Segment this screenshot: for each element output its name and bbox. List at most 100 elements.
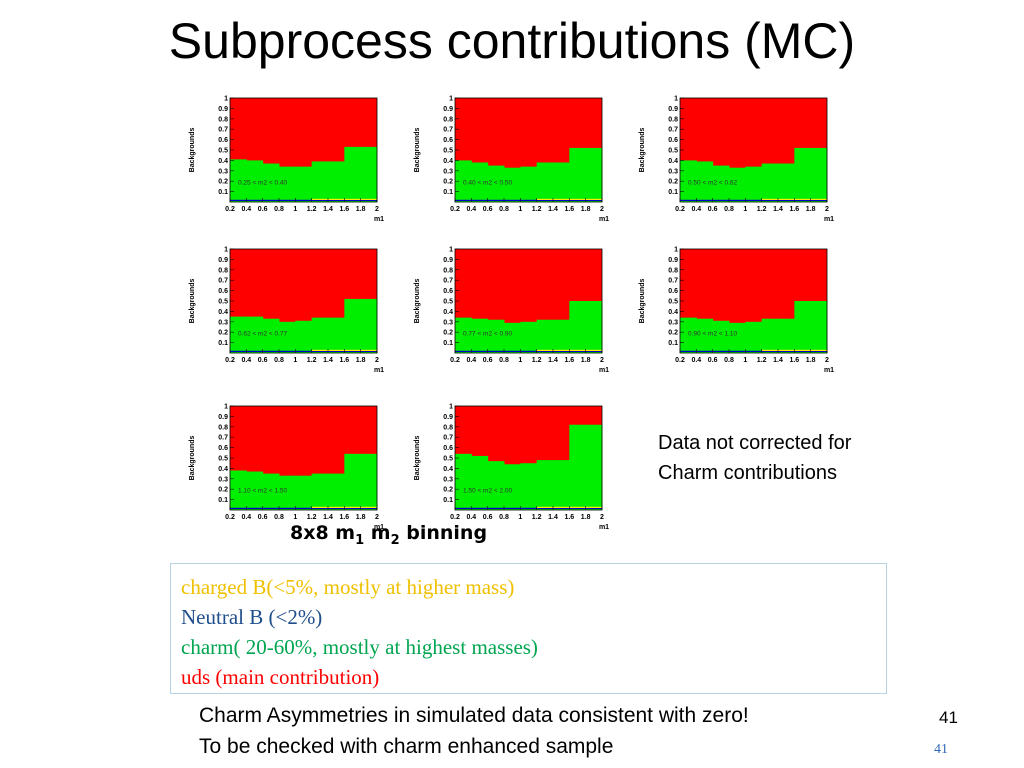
neutral-b-band: [680, 199, 827, 201]
x-axis-label: m1: [374, 216, 384, 222]
neutral-b-band: [455, 199, 602, 201]
charm-bar: [455, 317, 472, 353]
y-tick-label: 0.8: [668, 116, 678, 123]
y-tick-label: 0.6: [443, 137, 453, 144]
y-tick-label: 0.9: [218, 414, 228, 421]
bin-label: 0.40 < m2 < 0.50: [463, 179, 513, 186]
charm-bar: [279, 166, 296, 202]
neutral-b-band: [230, 199, 377, 201]
charm-bar: [794, 147, 812, 202]
charm-bar: [536, 162, 554, 202]
y-tick-label: 1: [674, 247, 678, 254]
charm-bar: [295, 320, 313, 353]
charm-bar: [712, 165, 730, 202]
x-tick-label: 0.6: [483, 206, 493, 213]
y-axis-label: Backgrounds: [639, 128, 646, 173]
y-tick-label: 0.6: [668, 288, 678, 295]
neutral-b-band: [230, 350, 377, 352]
slide-title: Subprocess contributions (MC): [168, 13, 856, 69]
y-tick-label: 0.3: [218, 476, 228, 483]
x-tick-label: 1: [293, 206, 297, 213]
footer-line-1: Charm Asymmetries in simulated data cons…: [199, 704, 749, 727]
x-axis-label: m1: [824, 367, 834, 373]
x-tick-label: 0.8: [499, 357, 509, 364]
y-tick-label: 0.7: [443, 278, 453, 285]
x-tick-label: 0.4: [691, 206, 701, 213]
y-tick-label: 0.9: [218, 257, 228, 264]
x-tick-label: 0.2: [675, 206, 685, 213]
charm-bar: [360, 453, 378, 510]
y-tick-label: 0.9: [443, 257, 453, 264]
x-axis-label: m1: [824, 216, 834, 222]
charm-bar: [536, 460, 554, 510]
x-tick-label: 1.4: [548, 514, 558, 521]
charm-bar: [504, 322, 521, 353]
y-tick-label: 0.3: [668, 168, 678, 175]
x-tick-label: 1.8: [806, 357, 816, 364]
x-tick-label: 1.8: [806, 206, 816, 213]
note-line-1: Data not corrected for: [658, 432, 852, 454]
y-tick-label: 0.7: [668, 278, 678, 285]
x-tick-label: 1.8: [356, 514, 366, 521]
y-tick-label: 0.2: [668, 330, 678, 337]
y-tick-label: 0.4: [443, 158, 453, 165]
charm-bar: [569, 301, 587, 353]
y-tick-label: 0.6: [443, 445, 453, 452]
charm-bar: [295, 475, 313, 510]
x-tick-label: 0.2: [225, 357, 235, 364]
x-tick-label: 0.8: [274, 206, 284, 213]
x-tick-label: 1: [293, 357, 297, 364]
y-axis-label: Backgrounds: [189, 436, 196, 481]
charm-bar: [311, 317, 329, 353]
y-tick-label: 0.1: [218, 497, 228, 504]
footer-line-2: To be checked with charm enhanced sample: [199, 735, 614, 758]
charm-bar: [553, 319, 570, 353]
charm-bar: [311, 473, 329, 510]
charm-bar: [712, 320, 730, 353]
x-tick-label: 0.8: [274, 514, 284, 521]
x-axis-label: m1: [374, 524, 384, 530]
bin-label: 0.90 < m2 < 1.10: [688, 330, 738, 337]
y-tick-label: 0.3: [443, 319, 453, 326]
charm-bar: [729, 167, 746, 202]
x-tick-label: 0.6: [708, 206, 718, 213]
charm-bar: [680, 160, 697, 202]
y-tick-label: 0.3: [443, 168, 453, 175]
y-tick-label: 0.8: [668, 267, 678, 274]
charm-bar: [230, 470, 247, 510]
y-tick-label: 1: [224, 247, 228, 254]
x-tick-label: 1.4: [773, 206, 783, 213]
x-tick-label: 1.6: [789, 206, 799, 213]
charm-bar: [504, 464, 521, 510]
y-tick-label: 0.8: [443, 116, 453, 123]
charm-bar: [585, 147, 603, 202]
charm-bar: [311, 161, 329, 202]
x-tick-label: 0.2: [450, 357, 460, 364]
x-tick-label: 1: [518, 206, 522, 213]
y-tick-label: 0.5: [668, 148, 678, 155]
charm-bar: [328, 473, 345, 510]
x-tick-label: 1: [518, 514, 522, 521]
x-tick-label: 1.6: [789, 357, 799, 364]
x-tick-label: 1: [518, 357, 522, 364]
charm-bar: [794, 301, 812, 353]
footer-text: Charm Asymmetries in simulated data cons…: [199, 700, 749, 762]
neutral-b-band: [455, 350, 602, 352]
y-tick-label: 1: [224, 96, 228, 103]
x-tick-label: 0.4: [466, 357, 476, 364]
charm-bar: [778, 318, 795, 353]
page-number: 41: [939, 708, 958, 727]
y-tick-label: 0.4: [443, 466, 453, 473]
y-tick-label: 0.3: [443, 476, 453, 483]
x-tick-label: 1.4: [773, 357, 783, 364]
x-tick-label: 0.8: [499, 514, 509, 521]
y-tick-label: 0.2: [218, 179, 228, 186]
y-tick-label: 0.5: [443, 299, 453, 306]
charm-bar: [810, 301, 828, 353]
y-tick-label: 1: [224, 404, 228, 411]
charm-bar: [761, 318, 779, 353]
x-tick-label: 1: [743, 357, 747, 364]
x-tick-label: 2: [375, 357, 379, 364]
charm-bar: [745, 166, 763, 202]
x-tick-label: 0.4: [241, 514, 251, 521]
